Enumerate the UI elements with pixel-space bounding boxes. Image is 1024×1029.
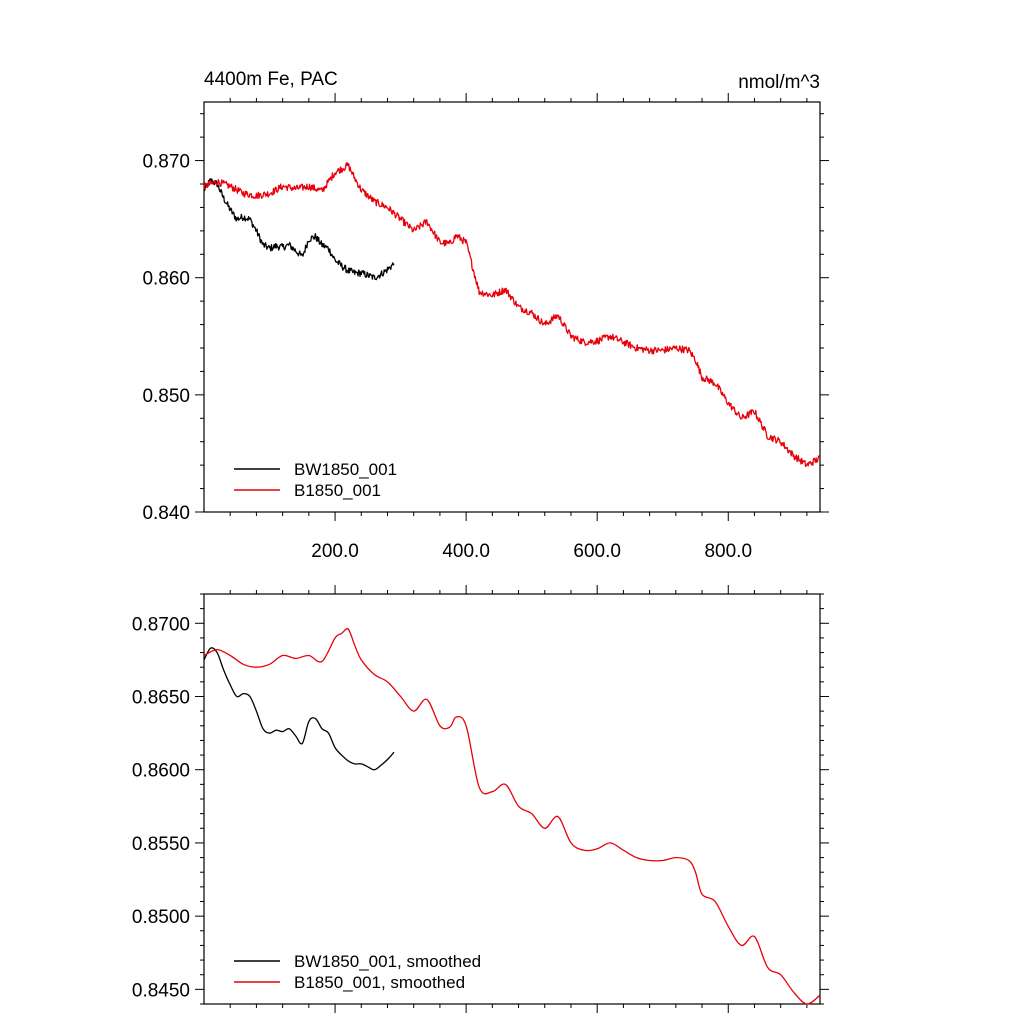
top-x-tick-label: 200.0 — [311, 541, 359, 562]
bottom-series-line-b1850 — [203, 628, 821, 1005]
bottom-legend-label-b1850: B1850_001, smoothed — [294, 973, 465, 992]
top-series-lines — [203, 162, 821, 468]
bottom-y-tick-label: 0.8600 — [132, 761, 190, 782]
top-y-tick-label: 0.860 — [142, 269, 190, 290]
top-y-tick-label: 0.870 — [142, 152, 190, 173]
top-legend: BW1850_001 B1850_001 — [234, 460, 397, 500]
bottom-legend: BW1850_001, smoothed B1850_001, smoothed — [234, 952, 481, 992]
top-chart-title: 4400m Fe, PAC — [204, 69, 338, 90]
bottom-plot-frame — [203, 593, 821, 1005]
bottom-panel: 0.8450 0.8500 0.8550 0.8600 0.8650 0.870… — [132, 585, 829, 1013]
bottom-y-tick-label: 0.8650 — [132, 688, 190, 709]
top-y-tick-label: 0.850 — [142, 386, 190, 407]
top-x-tick-label: 400.0 — [442, 541, 490, 562]
bottom-y-tick-label: 0.8500 — [132, 907, 190, 928]
bottom-y-tick-label: 0.8550 — [132, 834, 190, 855]
top-ticks — [195, 93, 829, 521]
top-x-tick-label: 600.0 — [573, 541, 621, 562]
bottom-ticks — [195, 585, 829, 1013]
bottom-legend-label-bw1850: BW1850_001, smoothed — [294, 952, 481, 971]
bottom-y-tick-label: 0.8450 — [132, 980, 190, 1001]
top-x-tick-label: 800.0 — [704, 541, 752, 562]
bottom-y-tick-labels: 0.8450 0.8500 0.8550 0.8600 0.8650 0.870… — [132, 614, 190, 1001]
bottom-series-lines — [203, 628, 821, 1005]
top-legend-label-b1850: B1850_001 — [294, 481, 381, 500]
top-y-tick-labels: 0.840 0.850 0.860 0.870 — [142, 152, 190, 524]
top-plot-frame — [203, 101, 821, 513]
top-series-line-b1850 — [203, 162, 821, 468]
bottom-y-tick-label: 0.8700 — [132, 614, 190, 635]
top-panel: 4400m Fe, PAC nmol/m^3 0.840 0.850 0.860… — [142, 69, 829, 562]
top-y-tick-label: 0.840 — [142, 503, 190, 524]
top-series-line-bw1850 — [203, 178, 395, 281]
top-x-tick-labels: 200.0 400.0 600.0 800.0 — [311, 541, 752, 562]
top-legend-label-bw1850: BW1850_001 — [294, 460, 397, 479]
bottom-series-line-bw1850 — [203, 647, 395, 771]
top-chart-units: nmol/m^3 — [738, 72, 820, 93]
